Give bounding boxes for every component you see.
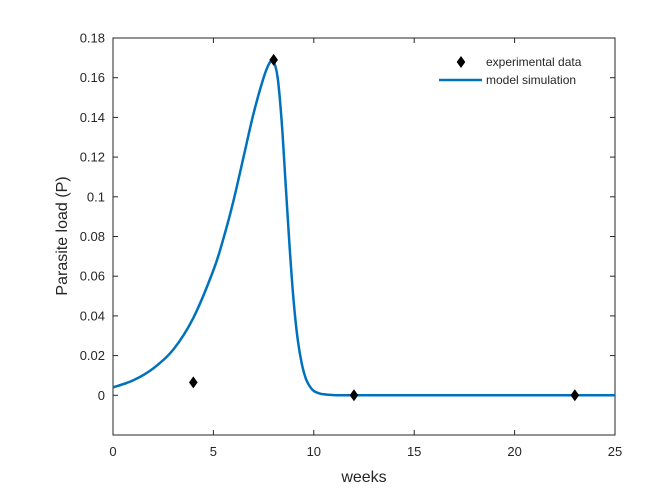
y-tick-label: 0	[98, 388, 105, 403]
series-line-model-simulation	[112, 59, 615, 397]
series-layer	[112, 53, 615, 402]
y-tick-label: 0.16	[80, 70, 105, 85]
y-tick-label: 0.06	[80, 269, 105, 284]
y-tick-label: 0.1	[87, 189, 105, 204]
data-point-experimental	[189, 376, 198, 389]
x-axis-label: weeks	[340, 469, 386, 486]
x-tick-label: 15	[407, 444, 421, 459]
x-tick-label: 20	[507, 444, 521, 459]
data-point-experimental	[570, 389, 580, 402]
x-tick-label: 5	[210, 444, 217, 459]
x-axis-ticks: 0 5 10 15 20 25	[109, 38, 622, 459]
data-point-experimental	[269, 53, 278, 66]
y-tick-label: 0.14	[80, 110, 105, 125]
x-tick-label: 10	[307, 444, 321, 459]
y-axis-ticks: 0 0.02 0.04 0.06 0.08 0.1 0.12 0.14 0.16 0.18	[80, 31, 615, 403]
x-tick-label: 25	[608, 444, 622, 459]
y-axis-label: Parasite load (P)	[54, 176, 71, 295]
x-tick-label: 0	[109, 444, 116, 459]
legend-label-model: model simulation	[486, 73, 576, 87]
y-tick-label: 0.08	[80, 229, 105, 244]
y-tick-label: 0.02	[80, 348, 105, 363]
y-tick-label: 0.04	[80, 308, 105, 323]
y-tick-label: 0.18	[80, 31, 105, 46]
legend: experimental data model simulation	[439, 55, 582, 87]
plot-area	[112, 37, 616, 436]
y-tick-label: 0.12	[80, 150, 105, 165]
legend-marker-experimental	[456, 56, 466, 68]
legend-label-experimental: experimental data	[486, 55, 582, 69]
data-point-experimental	[349, 389, 359, 402]
